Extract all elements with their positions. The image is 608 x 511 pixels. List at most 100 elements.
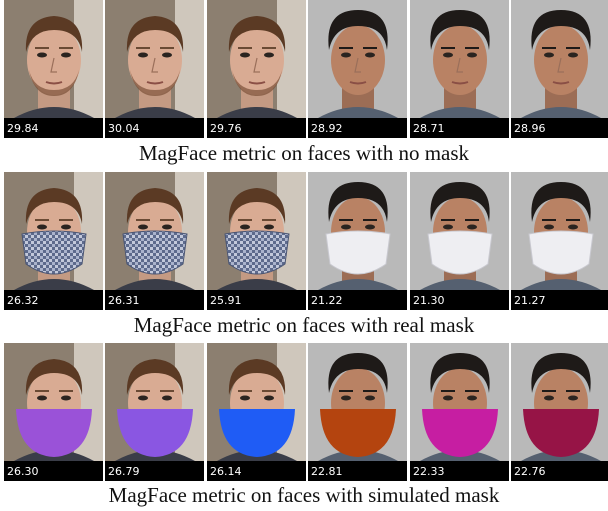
face-thumbnail: 26.79 <box>105 343 204 481</box>
hair <box>328 182 388 222</box>
mask <box>16 409 92 457</box>
eye <box>544 52 554 58</box>
score-bar <box>4 118 103 138</box>
shirt <box>521 279 601 290</box>
face-thumbnail: 22.81 <box>308 343 407 481</box>
eye <box>443 52 453 58</box>
face-thumbnail: 21.30 <box>410 172 509 310</box>
score-label: 22.33 <box>413 465 445 478</box>
eye <box>162 224 172 230</box>
eye <box>341 224 351 230</box>
caption: MagFace metric on faces with no mask <box>139 141 470 165</box>
score-label: 29.84 <box>7 122 39 135</box>
eye <box>264 52 274 58</box>
mouth <box>451 81 469 85</box>
eye <box>568 395 578 401</box>
score-label: 26.30 <box>7 465 39 478</box>
hair <box>126 16 184 52</box>
mask <box>224 230 290 275</box>
mask <box>427 230 493 275</box>
shirt <box>318 107 398 118</box>
face-thumbnail: 21.22 <box>308 172 407 310</box>
hair <box>430 10 490 50</box>
hair <box>228 16 286 52</box>
score-bar <box>308 290 407 310</box>
score-bar <box>105 118 204 138</box>
eye <box>467 395 477 401</box>
score-bar <box>511 118 608 138</box>
score-label: 26.14 <box>210 465 242 478</box>
face-thumbnail: 29.84 <box>4 0 103 138</box>
hair <box>126 188 184 224</box>
eye <box>162 395 172 401</box>
eye <box>568 224 578 230</box>
score-bar <box>410 290 509 310</box>
mask <box>21 230 87 275</box>
face-thumbnail: 29.76 <box>207 0 306 138</box>
eye <box>138 52 148 58</box>
hair <box>328 10 388 50</box>
shirt <box>217 279 297 290</box>
eye <box>264 395 274 401</box>
score-label: 28.96 <box>514 122 546 135</box>
score-label: 30.04 <box>108 122 140 135</box>
hair <box>126 359 184 395</box>
eye <box>544 224 554 230</box>
eye <box>138 395 148 401</box>
mask <box>117 409 193 457</box>
score-label: 25.91 <box>210 294 242 307</box>
eye <box>443 224 453 230</box>
face-thumbnail: 26.32 <box>4 172 103 310</box>
eye <box>544 395 554 401</box>
hair <box>328 353 388 393</box>
eye <box>240 52 250 58</box>
hair <box>531 353 591 393</box>
score-bar <box>511 290 608 310</box>
hair <box>228 359 286 395</box>
beard <box>29 70 79 96</box>
face-thumbnail: 30.04 <box>105 0 204 138</box>
eye <box>37 224 47 230</box>
face-thumbnail: 26.31 <box>105 172 204 310</box>
mask <box>325 230 391 275</box>
score-label: 22.76 <box>514 465 546 478</box>
mask <box>528 230 594 275</box>
score-label: 21.30 <box>413 294 445 307</box>
mouth <box>146 81 164 85</box>
shirt <box>318 279 398 290</box>
eye <box>365 224 375 230</box>
score-label: 26.32 <box>7 294 39 307</box>
eye <box>365 52 375 58</box>
score-bar <box>207 461 306 481</box>
score-label: 21.22 <box>311 294 343 307</box>
face-thumbnail: 28.71 <box>410 0 509 138</box>
eye <box>240 395 250 401</box>
mask <box>219 409 295 457</box>
score-bar <box>4 461 103 481</box>
nose <box>50 57 57 73</box>
score-bar <box>410 461 509 481</box>
face-thumbnail: 22.33 <box>410 343 509 481</box>
beard <box>232 70 282 96</box>
mouth <box>45 81 63 85</box>
eye <box>341 395 351 401</box>
score-bar <box>105 461 204 481</box>
score-label: 21.27 <box>514 294 546 307</box>
caption: MagFace metric on faces with real mask <box>134 313 475 337</box>
score-label: 22.81 <box>311 465 343 478</box>
score-bar <box>207 290 306 310</box>
nose <box>354 57 361 73</box>
eye <box>365 395 375 401</box>
score-bar <box>410 118 509 138</box>
hair <box>228 188 286 224</box>
score-label: 26.79 <box>108 465 140 478</box>
shirt <box>115 279 195 290</box>
hair <box>430 353 490 393</box>
mask <box>422 409 498 457</box>
eye <box>467 224 477 230</box>
face-thumbnail: 25.91 <box>207 172 306 310</box>
eye <box>568 52 578 58</box>
shirt <box>14 279 94 290</box>
face-thumbnail: 21.27 <box>511 172 608 310</box>
